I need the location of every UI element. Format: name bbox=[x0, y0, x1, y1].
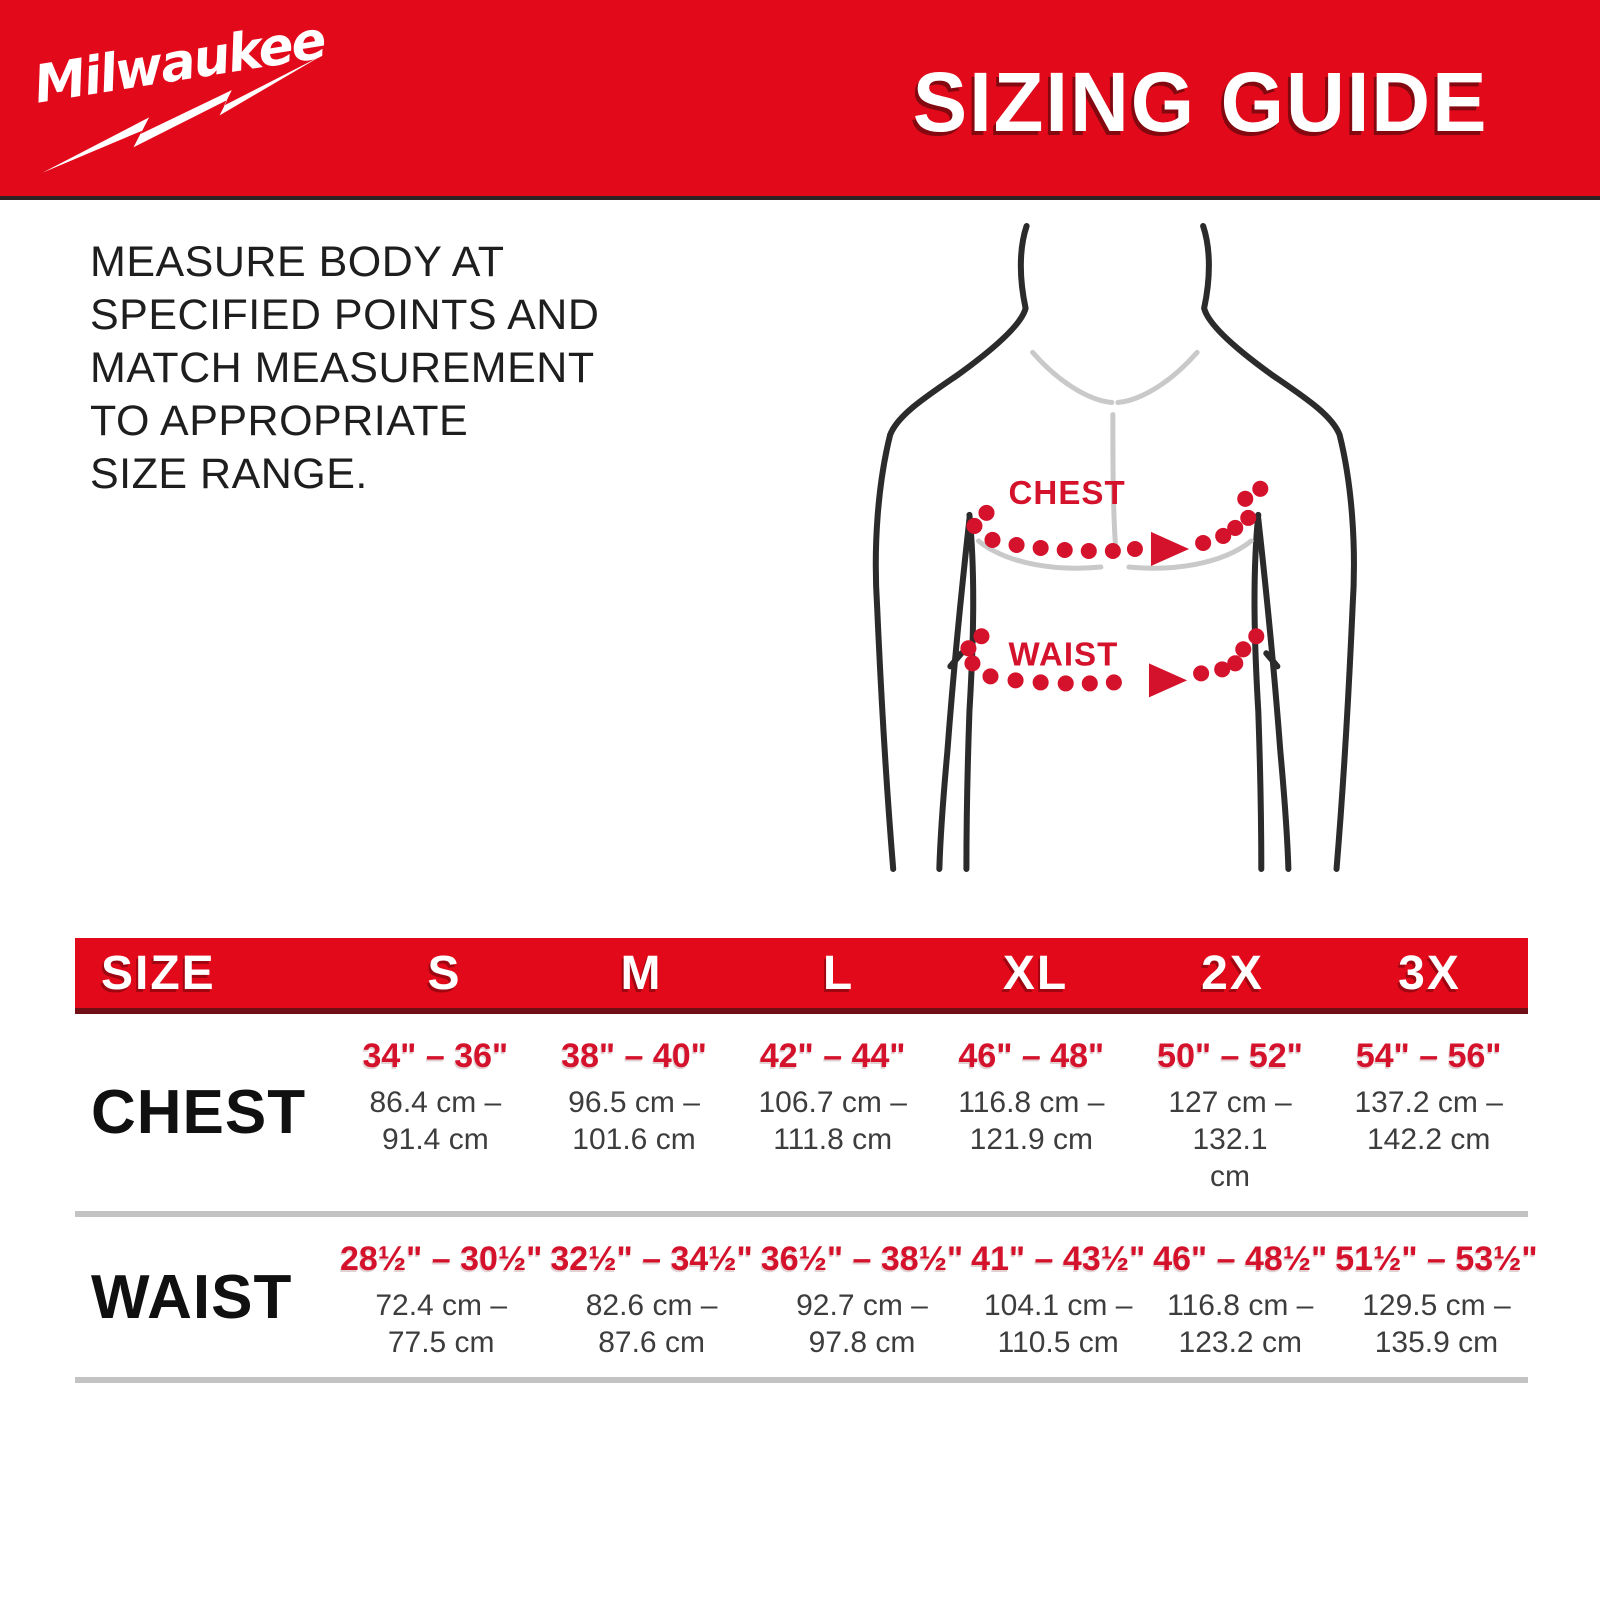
header-cell-3x: 3X bbox=[1398, 946, 1461, 1000]
torso-diagram: CHEST WAIST bbox=[868, 222, 1450, 884]
waist-cell-2x: 46" – 48½" 116.8 cm – 123.2 cm bbox=[1153, 1240, 1328, 1359]
header-cell-2x: 2X bbox=[1201, 946, 1264, 1000]
waist-cell-3x: 51½" – 53½" 129.5 cm – 135.9 cm bbox=[1335, 1240, 1538, 1359]
waist-measure-line: WAIST bbox=[960, 628, 1265, 698]
chest-label: CHEST bbox=[1009, 475, 1126, 512]
body-outline bbox=[872, 223, 1357, 872]
chest-cell-s: 34" – 36" 86.4 cm – 91.4 cm bbox=[362, 1037, 509, 1156]
header-cell-s: S bbox=[427, 946, 462, 1000]
chest-measure-line: CHEST bbox=[966, 475, 1269, 567]
row-label-chest: CHEST bbox=[91, 1078, 307, 1147]
logo-wordmark: Milwaukee bbox=[30, 10, 329, 115]
chest-cell-xl: 46" – 48" 116.8 cm – 121.9 cm bbox=[958, 1037, 1105, 1156]
waist-cell-l: 36½" – 38½" 92.7 cm – 97.8 cm bbox=[760, 1240, 964, 1359]
size-table: SIZE S M L XL 2X 3X CHEST 34" – 36" 86.4… bbox=[75, 938, 1538, 1383]
intro-line: MATCH MEASUREMENT bbox=[90, 344, 595, 392]
milwaukee-logo: Milwaukee ® bbox=[30, 10, 329, 173]
row-label-waist: WAIST bbox=[91, 1262, 293, 1332]
brand-banner: Milwaukee ® SIZING GUIDE bbox=[0, 0, 1600, 200]
intro-text: MEASURE BODY AT SPECIFIED POINTS AND MAT… bbox=[90, 236, 599, 501]
header-cell-xl: XL bbox=[1002, 946, 1069, 1000]
header-cell-m: M bbox=[620, 946, 663, 1000]
page-title: SIZING GUIDE bbox=[912, 55, 1488, 149]
header-cell-l: L bbox=[822, 946, 855, 1000]
header-cell-size: SIZE bbox=[101, 946, 216, 1000]
intro-line: MEASURE BODY AT bbox=[90, 238, 505, 286]
table-header-row: SIZE S M L XL 2X 3X bbox=[75, 938, 1528, 1014]
table-row-waist: WAIST 28½" – 30½" 72.4 cm – 77.5 cm 32½"… bbox=[75, 1217, 1538, 1383]
anatomy-detail-lines bbox=[975, 349, 1254, 571]
waist-cell-xl: 41" – 43½" 104.1 cm – 110.5 cm bbox=[971, 1240, 1146, 1359]
chest-cell-3x: 54" – 56" 137.2 cm – 142.2 cm bbox=[1354, 1037, 1503, 1156]
waist-cell-s: 28½" – 30½" 72.4 cm – 77.5 cm bbox=[340, 1240, 543, 1359]
chest-arrow-icon bbox=[1150, 531, 1190, 567]
intro-line: SIZE RANGE. bbox=[90, 450, 368, 498]
chest-cell-2x: 50" – 52" 127 cm – 132.1 cm bbox=[1157, 1037, 1303, 1193]
table-row-chest: CHEST 34" – 36" 86.4 cm – 91.4 cm 38" – … bbox=[75, 1014, 1528, 1217]
chest-cell-l: 42" – 44" 106.7 cm – 111.8 cm bbox=[758, 1037, 907, 1156]
lightning-bolt-icon bbox=[42, 55, 322, 173]
waist-cell-m: 32½" – 34½" 82.6 cm – 87.6 cm bbox=[550, 1240, 753, 1359]
chest-cell-m: 38" – 40" 96.5 cm – 101.6 cm bbox=[561, 1037, 707, 1156]
waist-label: WAIST bbox=[1009, 636, 1119, 673]
intro-line: SPECIFIED POINTS AND bbox=[90, 291, 600, 339]
torso-illustration: CHEST WAIST bbox=[872, 223, 1357, 872]
intro-line: TO APPROPRIATE bbox=[90, 397, 469, 445]
waist-arrow-icon bbox=[1148, 663, 1188, 698]
